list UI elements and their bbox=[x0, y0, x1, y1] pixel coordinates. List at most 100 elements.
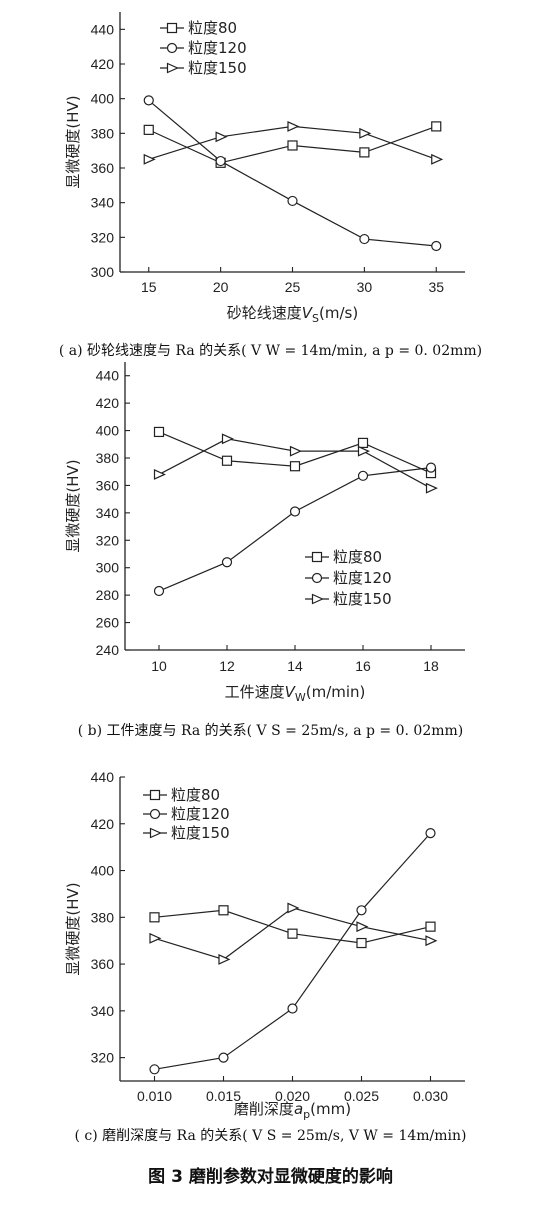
data-point-s2-3 bbox=[287, 1003, 298, 1014]
data-point-s2-4 bbox=[359, 233, 370, 245]
x-tick-label: 10 bbox=[151, 658, 167, 674]
data-point-s3-1 bbox=[153, 469, 166, 480]
data-point-s1-4 bbox=[357, 437, 369, 449]
chart-c-hardness-vs-grinding-depth: 320 340 360 380 400 420 440 0.010 0.015 0.020 0.02… bbox=[64, 769, 465, 1121]
caption-a: ( a) 砂轮线速度与 Ra 的关系( V W = 14m/min, a p =… bbox=[58, 343, 483, 359]
data-point-s1-3 bbox=[289, 461, 301, 472]
legend-marker bbox=[311, 572, 323, 584]
data-point-s3-4 bbox=[357, 445, 370, 457]
y-axis-label: 显微硬度(HV) bbox=[64, 95, 82, 188]
data-point-s2-3 bbox=[289, 506, 301, 517]
y-tick-label: 380 bbox=[91, 125, 115, 141]
y-tick-label: 360 bbox=[91, 160, 115, 176]
x-axis-label-sub: S bbox=[312, 312, 319, 325]
data-point-s2-2 bbox=[221, 557, 233, 568]
y-tick-label: 260 bbox=[96, 615, 120, 631]
x-tick-label: 15 bbox=[141, 279, 157, 295]
y-tick-label: 300 bbox=[91, 264, 115, 280]
data-point-s1-2 bbox=[218, 905, 229, 916]
data-point-s2-1 bbox=[149, 1064, 160, 1075]
data-point-s3-2 bbox=[218, 953, 231, 965]
x-axis-label-main: 工件速度 bbox=[225, 683, 285, 701]
data-point-s3-1 bbox=[149, 932, 162, 944]
data-point-s1-5 bbox=[431, 121, 442, 132]
y-tick-label: 340 bbox=[91, 195, 115, 211]
x-axis-label: 砂轮线速度VS(m/s) bbox=[227, 304, 358, 325]
y-tick-label: 380 bbox=[91, 909, 115, 925]
x-tick-label: 0.020 bbox=[275, 1088, 310, 1104]
legend-label: 粒度150 bbox=[188, 59, 247, 77]
data-point-s3-4 bbox=[359, 127, 372, 139]
legend-marker bbox=[166, 22, 178, 34]
legend-label: 粒度120 bbox=[333, 569, 392, 587]
y-tick-label: 360 bbox=[91, 956, 115, 972]
x-tick-label: 0.030 bbox=[413, 1088, 448, 1104]
data-point-s2-1 bbox=[143, 95, 154, 106]
x-tick-label: 14 bbox=[287, 658, 303, 674]
y-tick-label: 280 bbox=[96, 587, 120, 603]
legend-label: 粒度120 bbox=[171, 805, 230, 823]
x-tick-label: 25 bbox=[285, 279, 301, 295]
x-tick-label: 35 bbox=[428, 279, 444, 295]
y-tick-label: 400 bbox=[96, 423, 120, 439]
data-point-s3-2 bbox=[215, 131, 228, 143]
legend-label: 粒度80 bbox=[171, 786, 220, 804]
legend-label: 粒度120 bbox=[188, 39, 247, 57]
x-axis-label-unit: (m/s) bbox=[319, 304, 358, 322]
x-axis-label-unit: (mm) bbox=[310, 1100, 351, 1118]
data-point-s3-3 bbox=[289, 445, 302, 457]
x-axis-label: 工件速度VW(m/min) bbox=[225, 683, 366, 704]
data-point-s1-1 bbox=[153, 426, 165, 438]
data-point-s1-4 bbox=[356, 937, 367, 949]
data-point-s3-5 bbox=[431, 153, 444, 165]
data-point-s1-5 bbox=[425, 921, 436, 932]
y-tick-label: 440 bbox=[96, 368, 120, 384]
x-tick-label: 30 bbox=[357, 279, 373, 295]
data-point-s2-5 bbox=[425, 828, 436, 839]
x-axis-label: 磨削深度ap(mm) bbox=[234, 1100, 351, 1121]
x-tick-label: 18 bbox=[423, 658, 439, 674]
data-point-s1-3 bbox=[287, 928, 298, 939]
x-tick-label: 0.025 bbox=[344, 1088, 379, 1104]
data-point-s3-3 bbox=[287, 120, 300, 132]
y-tick-label: 440 bbox=[91, 769, 115, 785]
y-tick-label: 420 bbox=[96, 395, 120, 411]
data-point-s1-4 bbox=[359, 147, 370, 158]
data-point-s2-4 bbox=[356, 905, 367, 916]
y-tick-label: 380 bbox=[96, 450, 120, 466]
chart-b-hardness-vs-workpiece-speed: 240 260 280 300 320 340 360 380 400 420 440 10 12 14 1… bbox=[64, 362, 465, 704]
data-point-s2-3 bbox=[287, 195, 298, 207]
y-tick-label: 320 bbox=[96, 532, 120, 548]
y-tick-label: 420 bbox=[91, 816, 115, 832]
legend-marker bbox=[149, 827, 162, 839]
y-tick-label: 320 bbox=[91, 1050, 115, 1066]
y-tick-label: 440 bbox=[91, 21, 115, 37]
y-tick-label: 340 bbox=[91, 1003, 115, 1019]
data-point-s1-1 bbox=[149, 912, 160, 923]
data-point-s2-2 bbox=[218, 1052, 229, 1063]
y-axis-label: 显微硬度(HV) bbox=[64, 459, 82, 552]
x-tick-label: 16 bbox=[355, 658, 371, 674]
x-axis-label-var: a bbox=[294, 1100, 303, 1118]
data-point-s1-1 bbox=[143, 124, 154, 135]
y-tick-label: 400 bbox=[91, 863, 115, 879]
series-line-2 bbox=[148, 99, 437, 247]
data-point-s1-3 bbox=[287, 140, 298, 151]
chart-a-hardness-vs-wheel-speed: 300 320 340 360 380 400 420 440 15 20 25 30 35 显微硬度(H… bbox=[64, 12, 465, 325]
data-point-s1-2 bbox=[221, 455, 233, 466]
y-axis-label: 显微硬度(HV) bbox=[64, 882, 82, 975]
x-axis-label-sub: W bbox=[295, 691, 306, 704]
legend-marker bbox=[149, 808, 161, 820]
x-tick-label: 0.015 bbox=[206, 1088, 241, 1104]
x-axis-label-var: V bbox=[285, 683, 297, 701]
legend-marker bbox=[166, 62, 179, 74]
legend-label: 粒度150 bbox=[333, 590, 392, 608]
y-tick-label: 320 bbox=[91, 229, 115, 245]
legend-marker bbox=[311, 551, 323, 563]
legend-label: 粒度80 bbox=[188, 19, 237, 37]
data-point-s2-1 bbox=[153, 585, 165, 597]
data-point-s3-5 bbox=[425, 935, 438, 947]
data-point-s3-2 bbox=[221, 433, 234, 445]
data-point-s2-4 bbox=[357, 470, 369, 481]
